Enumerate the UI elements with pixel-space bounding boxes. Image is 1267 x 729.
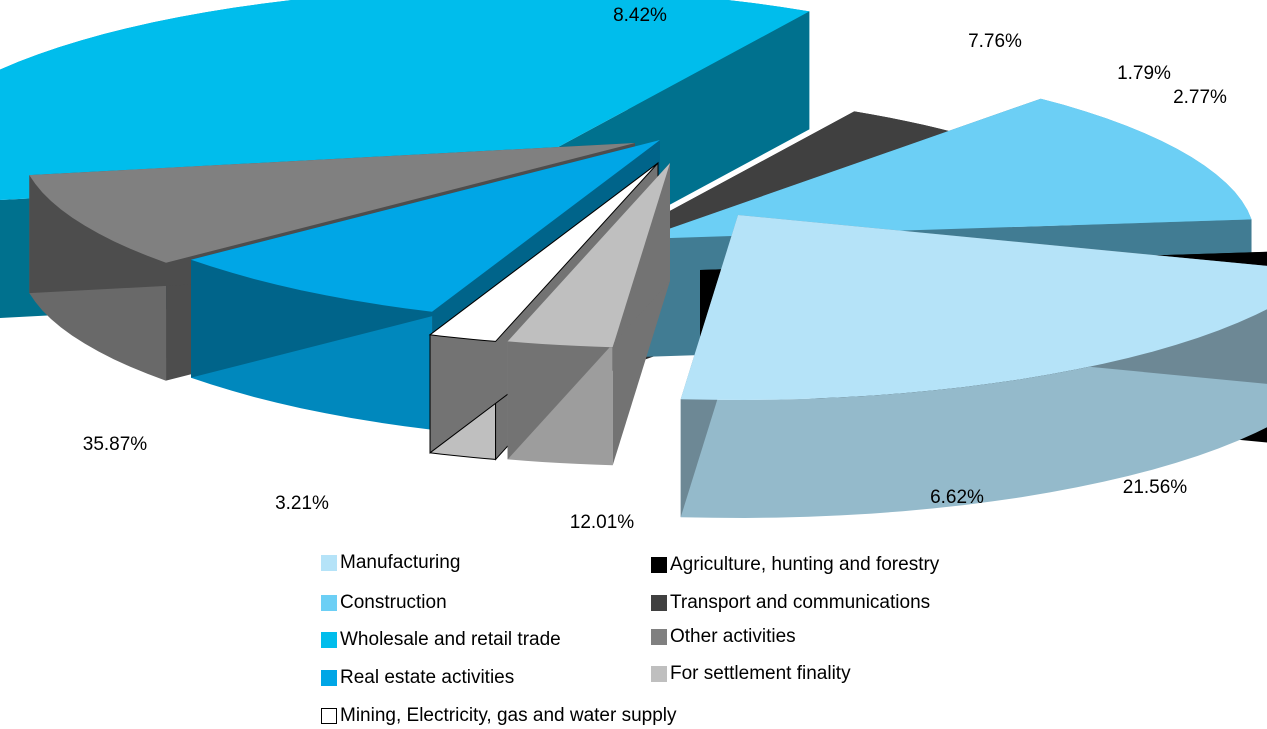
pie-slice <box>507 163 670 466</box>
legend-item-mining: Mining, Electricity, gas and water suppl… <box>321 704 677 728</box>
legend-label: Mining, Electricity, gas and water suppl… <box>340 705 677 726</box>
legend-label: Manufacturing <box>340 552 461 573</box>
legend-item-wholesale: Wholesale and retail trade <box>321 628 561 652</box>
legend-label: Agriculture, hunting and forestry <box>670 554 940 575</box>
data-label: 12.01% <box>570 512 635 533</box>
legend-label: For settlement finality <box>670 663 851 684</box>
legend-item-other: Other activities <box>651 625 796 649</box>
legend-swatch <box>651 557 667 573</box>
pie-slice-top <box>29 143 636 263</box>
data-label: 1.79% <box>1117 63 1171 84</box>
legend-label: Wholesale and retail trade <box>340 629 561 650</box>
pie-chart: 35.87% 3.21% 12.01% 6.62% 21.56% 2.77%1.79% 7.… <box>0 0 1267 533</box>
legend-swatch <box>321 595 337 611</box>
pie-slice-top <box>191 140 660 312</box>
legend-item-settlement: For settlement finality <box>651 662 851 686</box>
legend-item-transport: Transport and communications <box>651 591 930 615</box>
legend-label: Real estate activities <box>340 667 515 688</box>
legend-swatch <box>651 629 667 645</box>
legend: Manufacturing Agriculture, hunting and f… <box>0 545 1267 729</box>
data-label: 7.76% <box>968 31 1022 52</box>
data-label: 2.77% <box>1173 87 1227 108</box>
data-label: 8.42% <box>613 5 667 26</box>
legend-item-agriculture: Agriculture, hunting and forestry <box>651 553 939 577</box>
pie-slice-top <box>0 0 810 201</box>
legend-swatch <box>321 632 337 648</box>
legend-item-real-estate: Real estate activities <box>321 666 514 690</box>
pie-slice <box>680 215 1267 518</box>
data-label: 35.87% <box>83 434 148 455</box>
pie-slice-top <box>680 215 1267 400</box>
pie-slice-top <box>428 162 659 342</box>
legend-item-manufacturing: Manufacturing <box>321 551 460 575</box>
pie-slice-top <box>507 163 670 348</box>
legend-item-construction: Construction <box>321 591 447 615</box>
legend-swatch <box>321 708 337 724</box>
data-label: 3.21% <box>275 493 329 514</box>
legend-swatch <box>321 555 337 571</box>
legend-swatch <box>651 595 667 611</box>
legend-label: Transport and communications <box>670 592 931 613</box>
data-label: 6.62% <box>930 487 984 508</box>
legend-label: Construction <box>340 592 447 613</box>
data-label: 21.56% <box>1123 477 1188 498</box>
legend-swatch <box>321 670 337 686</box>
pie-slice-top <box>640 98 1252 239</box>
legend-label: Other activities <box>670 626 796 647</box>
legend-swatch <box>651 666 667 682</box>
